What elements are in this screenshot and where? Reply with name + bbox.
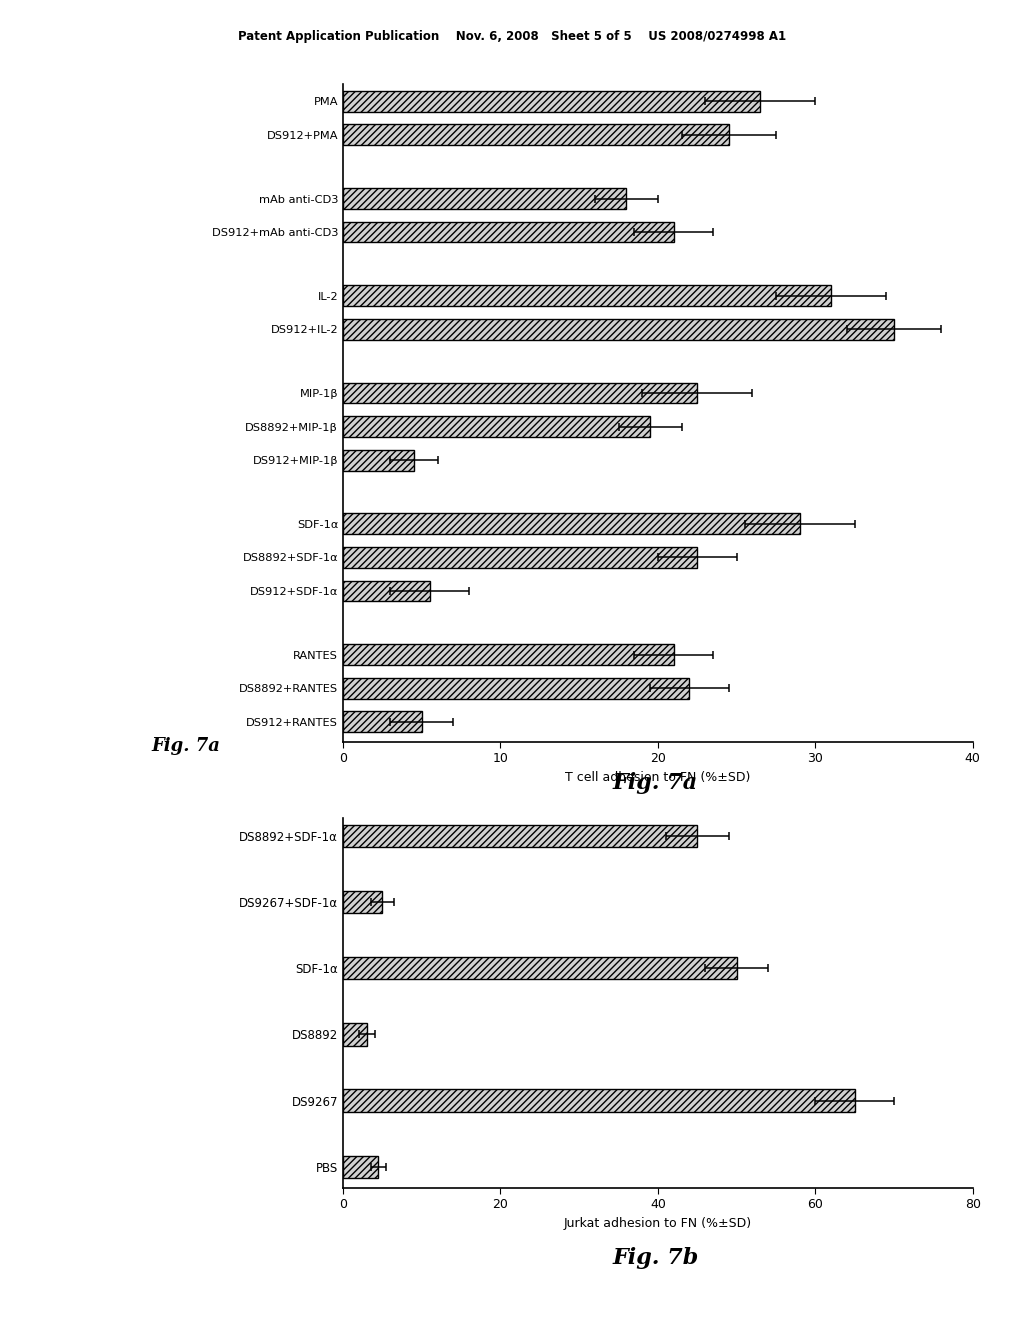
Bar	[343, 1089, 855, 1111]
Bar	[343, 450, 414, 470]
Bar	[343, 91, 760, 112]
Bar	[343, 546, 697, 568]
Text: Fig. 7a: Fig. 7a	[152, 737, 220, 755]
Bar	[343, 1155, 379, 1177]
Bar	[343, 581, 430, 602]
Bar	[343, 285, 831, 306]
Bar	[343, 383, 697, 404]
Text: Fig. 7a: Fig. 7a	[612, 772, 698, 795]
Bar	[343, 416, 650, 437]
Bar	[343, 677, 689, 698]
Bar	[343, 319, 894, 339]
Bar	[343, 825, 697, 847]
Bar	[343, 891, 382, 913]
Bar	[343, 222, 674, 243]
Text: Fig. 7b: Fig. 7b	[612, 1247, 698, 1270]
X-axis label: T cell adhesion to FN (%±SD): T cell adhesion to FN (%±SD)	[565, 771, 751, 784]
X-axis label: Jurkat adhesion to FN (%±SD): Jurkat adhesion to FN (%±SD)	[564, 1217, 752, 1230]
Bar	[343, 644, 674, 665]
Text: Patent Application Publication    Nov. 6, 2008   Sheet 5 of 5    US 2008/0274998: Patent Application Publication Nov. 6, 2…	[238, 30, 786, 44]
Bar	[343, 124, 729, 145]
Bar	[343, 513, 800, 535]
Bar	[343, 1023, 367, 1045]
Bar	[343, 711, 422, 733]
Bar	[343, 189, 627, 209]
Bar	[343, 957, 736, 979]
